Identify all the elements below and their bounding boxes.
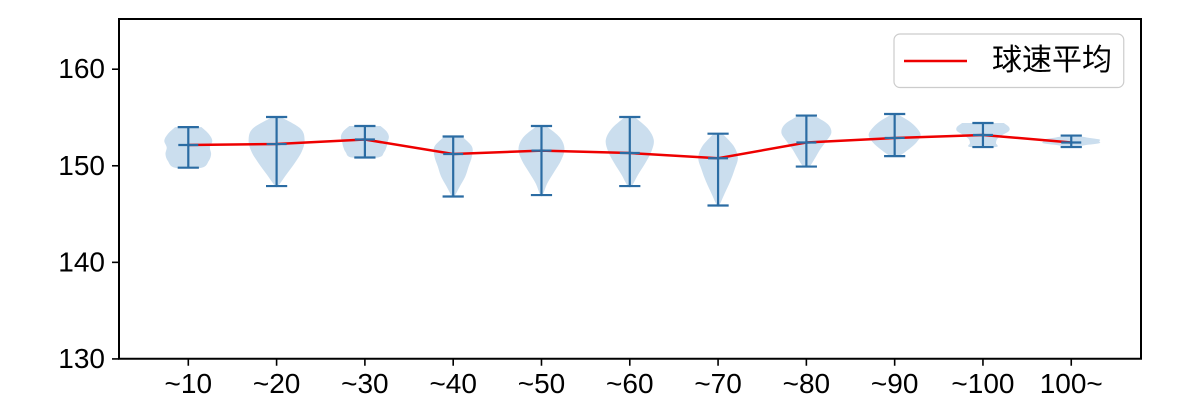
svg-text:150: 150: [58, 150, 105, 181]
svg-text:100~: 100~: [1040, 368, 1103, 399]
svg-text:~50: ~50: [518, 368, 566, 399]
svg-text:~30: ~30: [341, 368, 389, 399]
svg-text:~90: ~90: [871, 368, 919, 399]
svg-text:140: 140: [58, 246, 105, 277]
svg-text:~80: ~80: [783, 368, 831, 399]
svg-text:~60: ~60: [606, 368, 654, 399]
svg-text:130: 130: [58, 343, 105, 374]
svg-text:~100: ~100: [951, 368, 1014, 399]
svg-text:~10: ~10: [165, 368, 213, 399]
svg-text:~20: ~20: [253, 368, 301, 399]
svg-text:~70: ~70: [694, 368, 742, 399]
svg-text:~40: ~40: [429, 368, 477, 399]
svg-text:球速平均: 球速平均: [992, 44, 1112, 77]
svg-text:160: 160: [58, 53, 105, 84]
